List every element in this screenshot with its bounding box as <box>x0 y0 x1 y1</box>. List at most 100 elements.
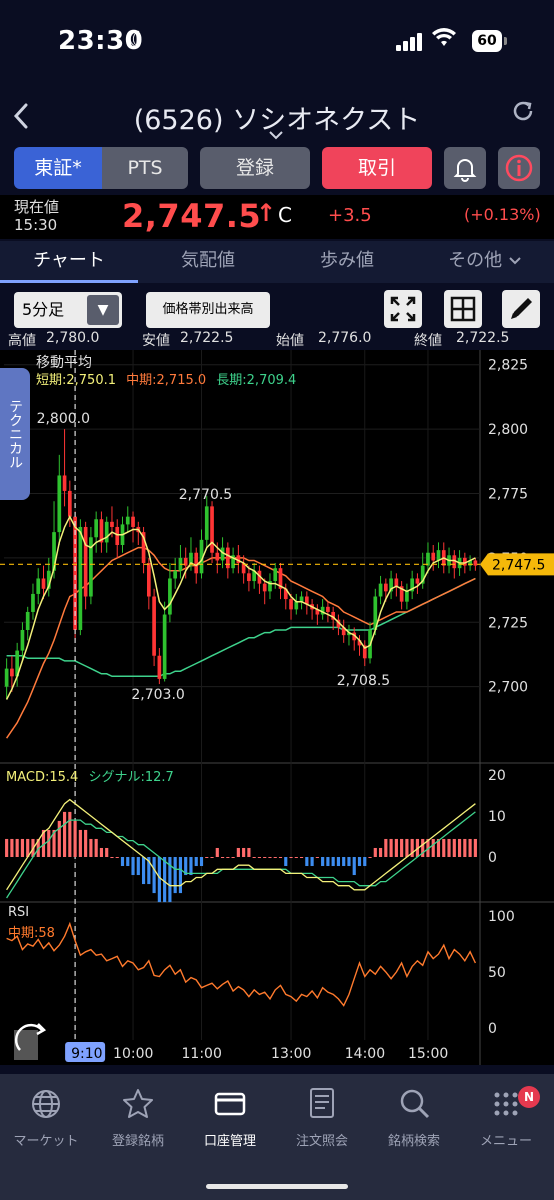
tab-quotes[interactable]: 気配値 <box>181 250 235 271</box>
layout-grid-icon[interactable] <box>444 290 482 328</box>
candle-down <box>62 475 67 491</box>
info-icon[interactable] <box>498 147 540 189</box>
candle-down <box>326 606 330 612</box>
stock-title[interactable]: (6526) ソシオネクスト <box>133 105 421 136</box>
candle-down <box>73 516 77 630</box>
candle-down <box>194 552 199 574</box>
candle-up <box>36 578 41 594</box>
candle-up <box>268 581 272 592</box>
price-chart[interactable]: 2,8252,8002,7752,7502,7252,7009:1010:001… <box>0 350 554 1070</box>
current-price: 2,747.5 <box>122 197 262 235</box>
macd-hist-positive <box>442 838 446 857</box>
chart-toolbar: 5分足 ▼ 価格帯別出来高 <box>0 288 554 332</box>
nav-search[interactable]: 銘柄検索 <box>368 1084 460 1149</box>
battery-tip <box>504 37 507 45</box>
candle-up <box>320 606 325 615</box>
candle-up <box>405 591 409 602</box>
notification-badge: N <box>518 1086 540 1108</box>
bell-icon[interactable] <box>444 147 486 189</box>
price-time: 15:30 <box>14 216 58 234</box>
pts-market-button[interactable]: PTS <box>102 147 188 189</box>
fullscreen-icon[interactable] <box>384 290 422 328</box>
dropdown-caret-icon: ▼ <box>87 295 119 325</box>
menu-grid-icon <box>494 1092 518 1116</box>
timeframe-select[interactable]: 5分足 ▼ <box>14 292 122 328</box>
candle-down <box>331 611 336 620</box>
nav-menu[interactable]: メニュー N <box>460 1084 552 1149</box>
macd-hist-positive <box>378 847 383 857</box>
macd-hist-positive <box>236 847 240 857</box>
tab-other[interactable]: その他 <box>416 241 554 283</box>
macd-hist-negative <box>347 857 351 867</box>
tab-other-label: その他 <box>448 250 503 271</box>
nav-watchlist-label: 登録銘柄 <box>111 1134 164 1149</box>
macd-hist-negative <box>168 857 172 903</box>
macd-hist-positive <box>457 838 462 857</box>
signal-legend-value: シグナル:12.7 <box>88 770 174 785</box>
nav-orders[interactable]: 注文照会 <box>276 1084 368 1149</box>
macd-hist-negative <box>126 857 130 867</box>
volume-profile-button[interactable]: 価格帯別出来高 <box>146 292 270 328</box>
trade-button[interactable]: 取引 <box>322 147 432 189</box>
macd-legend-value: MACD:15.4 <box>6 770 79 785</box>
candle-up <box>220 547 225 561</box>
candle-down <box>431 552 436 561</box>
price-annotation: 2,703.0 <box>131 687 184 703</box>
macd-hist-positive <box>215 847 219 857</box>
last-price-tag <box>480 553 554 576</box>
price-label: 現在値 <box>14 198 60 216</box>
candle-down <box>110 521 114 527</box>
candle-up <box>78 526 83 630</box>
candle-up <box>20 629 25 651</box>
nav-orders-label: 注文照会 <box>295 1134 348 1149</box>
candle-up <box>294 601 299 610</box>
tosho-market-button[interactable]: 東証* <box>14 147 102 189</box>
macd-hist-positive <box>447 838 451 857</box>
macd-hist-negative <box>310 857 314 867</box>
tab-trades[interactable]: 歩み値 <box>320 250 374 271</box>
candle-up <box>168 578 172 615</box>
candle-down <box>99 519 104 543</box>
tab-chart[interactable]: チャート <box>0 241 138 283</box>
candle-down <box>341 627 346 636</box>
nav-market[interactable]: マーケット <box>0 1084 92 1149</box>
candle-down <box>362 645 367 659</box>
back-button[interactable] <box>12 96 42 136</box>
rotate-icon <box>14 1023 47 1051</box>
closing-flag: C <box>278 203 292 227</box>
macd-hist-positive <box>41 829 46 857</box>
nav-watchlist[interactable]: 登録銘柄 <box>92 1084 184 1149</box>
candle-down <box>225 547 230 569</box>
candle-up <box>420 565 425 584</box>
card-icon <box>214 1092 246 1116</box>
rsi-legend-title: RSI <box>8 905 30 920</box>
macd-hist-negative <box>357 857 362 867</box>
register-button[interactable]: 登録 <box>200 147 310 189</box>
macd-hist-negative <box>163 857 167 903</box>
macd-hist-positive <box>405 838 409 857</box>
nav-account[interactable]: 口座管理 <box>184 1084 276 1149</box>
candle-up <box>199 539 204 574</box>
ma-mid-legend: 中期:2,715.0 <box>126 373 207 388</box>
status-time: 23:30 <box>58 26 144 56</box>
macd-hist-positive <box>247 847 251 857</box>
candle-down <box>67 490 72 517</box>
macd-hist-positive <box>368 857 372 858</box>
macd-hist-negative <box>178 857 183 894</box>
candle-up <box>31 593 35 612</box>
macd-hist-negative <box>152 857 156 894</box>
macd-hist-positive <box>231 857 235 858</box>
macd-hist-positive <box>400 838 404 857</box>
candle-up <box>410 578 415 592</box>
macd-hist-negative <box>141 857 146 885</box>
chevron-down-icon[interactable] <box>268 128 284 144</box>
candle-down <box>452 555 457 569</box>
candle-down <box>304 596 309 605</box>
technical-side-tab[interactable]: テクニカル <box>0 368 30 500</box>
timeframe-value: 5分足 <box>22 300 65 319</box>
macd-hist-negative <box>131 857 135 876</box>
crosshair-time-box <box>65 1042 106 1062</box>
pencil-draw-icon[interactable] <box>502 290 540 328</box>
refresh-button[interactable] <box>510 98 536 131</box>
price-up-arrow: ↑ <box>256 199 277 227</box>
